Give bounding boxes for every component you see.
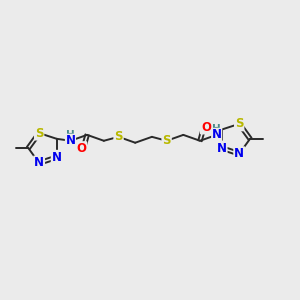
Text: H: H xyxy=(66,130,75,140)
Text: S: S xyxy=(114,130,123,143)
Text: S: S xyxy=(162,134,171,147)
Text: N: N xyxy=(212,128,222,141)
Text: H: H xyxy=(212,124,221,134)
Text: S: S xyxy=(35,127,44,140)
Text: N: N xyxy=(52,151,62,164)
Text: N: N xyxy=(65,134,75,147)
Text: N: N xyxy=(234,147,244,160)
Text: O: O xyxy=(76,142,86,155)
Text: S: S xyxy=(235,117,244,130)
Text: N: N xyxy=(217,142,226,154)
Text: N: N xyxy=(34,157,44,169)
Text: O: O xyxy=(201,121,211,134)
